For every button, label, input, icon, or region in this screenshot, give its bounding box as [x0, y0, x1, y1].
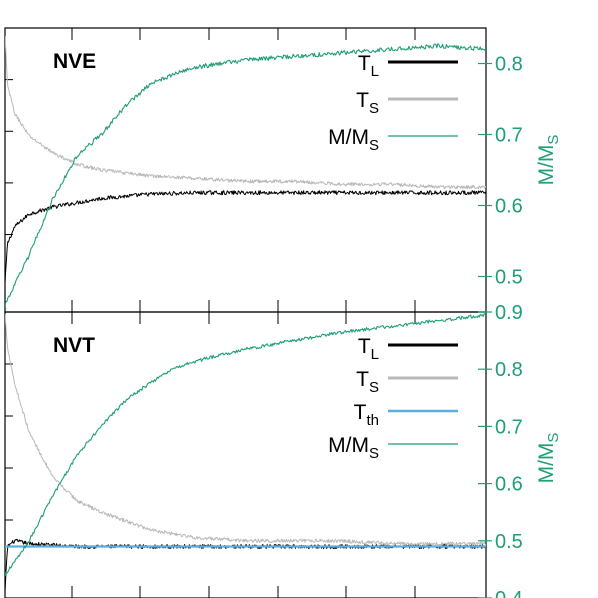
panel-1-legend-label-tl-sub: L [371, 63, 379, 80]
panel-1-right-axis-title-main: M/M [535, 145, 558, 186]
panel-1-legend-label-ts-main: T [356, 89, 369, 112]
panel-2-series-mag [5, 313, 486, 577]
panel-2-legend-label-tth: Tth [354, 401, 379, 429]
panel-2-label: NVT [53, 334, 95, 357]
panel-2-right-tick-label-6: 0.9 [495, 302, 523, 324]
panel-1-legend-label-ts-sub: S [369, 100, 379, 117]
panel-2-legend-label-tl-main: T [358, 335, 371, 358]
panel-2-right-axis-title-main: M/M [535, 443, 558, 484]
panel-1-legend-label-tl: TL [358, 52, 379, 80]
panel-2-right-tick-label-2: 0.5 [495, 531, 523, 553]
panel-1-label: NVE [53, 50, 96, 73]
panel-2-frame [4, 311, 487, 598]
panel-2-plot-area [5, 313, 486, 592]
panel-1-right-tick-label-1: 0.5 [495, 267, 523, 289]
panel-1-plot-area [5, 36, 486, 307]
panel-2-legend-label-mag-sub: S [369, 445, 379, 462]
panel-2-legend-label-ts: TS [356, 368, 379, 396]
panel-1-series-tl [5, 190, 486, 284]
panel-1-series-mag [5, 43, 486, 307]
panel-2-right-axis-title-sub: S [545, 433, 562, 443]
panel-1-right-axis-title-sub: S [545, 135, 562, 145]
panel-2-right-tick-label-5: 0.8 [495, 359, 523, 381]
panel-2-legend-label-tl: TL [358, 335, 379, 363]
panel-2-legend-label-tth-sub: th [366, 412, 379, 429]
panel-1-legend-label-mag-sub: S [369, 137, 379, 154]
panel-2-right-tick-label-1: 0.4 [495, 588, 523, 598]
panel-1-series-ts [5, 36, 486, 190]
panel-1-right-tick-label-2: 0.6 [495, 196, 523, 218]
panel-1-right-tick-label-4: 0.8 [495, 54, 523, 76]
panel-1-legend-label-ts: TS [356, 89, 379, 117]
panel-1-right-axis-title: M/MS [535, 135, 562, 186]
panel-1-legend-label-mag: M/MS [328, 126, 379, 154]
panel-1-right-tick-label-3: 0.7 [495, 125, 523, 147]
panel-2-right-tick-label-3: 0.6 [495, 474, 523, 496]
panel-1-legend-label-tl-main: T [358, 52, 371, 75]
panel-1-legend-label-mag-main: M/M [328, 126, 369, 149]
panel-2-legend-label-tth-main: T [354, 401, 367, 424]
panel-2-legend-label-tl-sub: L [371, 346, 379, 363]
panel-2-legend-label-mag: M/MS [328, 434, 379, 462]
panel-2-legend-label-ts-main: T [356, 368, 369, 391]
panel-2-series-ts [5, 314, 486, 546]
panel-2-right-tick-label-4: 0.7 [495, 416, 523, 438]
panel-2-legend-label-ts-sub: S [369, 379, 379, 396]
panel-2-right-axis-title: M/MS [535, 433, 562, 484]
panel-2-legend-label-mag-main: M/M [328, 434, 369, 457]
